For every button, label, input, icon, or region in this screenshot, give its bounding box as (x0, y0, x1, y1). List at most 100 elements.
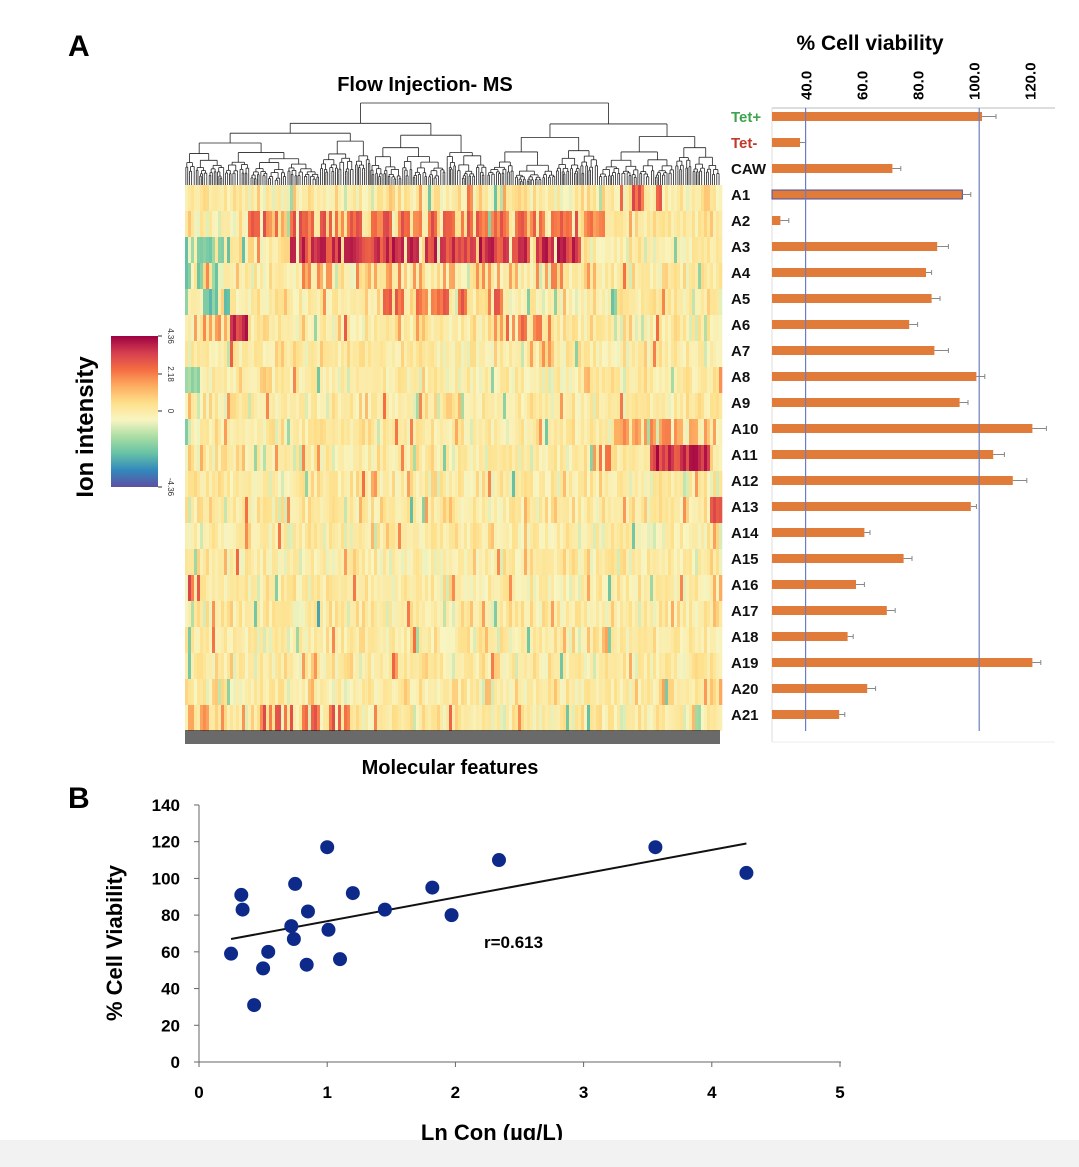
heatmap-cell (521, 653, 525, 679)
heatmap-cell (281, 419, 285, 445)
heatmap-cell (656, 341, 660, 367)
heatmap-cell (197, 263, 201, 289)
heatmap-cell (218, 445, 222, 471)
heatmap-cell (545, 523, 549, 549)
heatmap-cell (311, 367, 315, 393)
heatmap-cell (296, 471, 300, 497)
heatmap-cell (302, 315, 306, 341)
heatmap-cell (212, 419, 216, 445)
heatmap-cell (461, 549, 465, 575)
heatmap-cell (215, 705, 219, 731)
heatmap-cell (221, 679, 225, 705)
heatmap-cell (566, 549, 570, 575)
heatmap-cell (398, 627, 402, 653)
heatmap-cell (623, 237, 627, 263)
heatmap-cell (521, 627, 525, 653)
heatmap-cell (371, 601, 375, 627)
heatmap-cell (437, 341, 441, 367)
heatmap-cell (593, 263, 597, 289)
heatmap-cell (425, 315, 429, 341)
heatmap-cell (707, 367, 711, 393)
heatmap-cell (542, 575, 546, 601)
heatmap-cell (275, 549, 279, 575)
heatmap-cell (500, 367, 504, 393)
heatmap-cell (386, 263, 390, 289)
heatmap-cell (575, 549, 579, 575)
heatmap-cell (284, 471, 288, 497)
heatmap-cell (368, 445, 372, 471)
heatmap-cell (347, 705, 351, 731)
heatmap-cell (317, 419, 321, 445)
heatmap-cell (395, 263, 399, 289)
heatmap-cell (638, 419, 642, 445)
heatmap-cell (362, 705, 366, 731)
heatmap-cell (479, 601, 483, 627)
heatmap-cell (329, 445, 333, 471)
heatmap-cell (554, 601, 558, 627)
heatmap-cell (710, 185, 714, 211)
heatmap-cell (506, 601, 510, 627)
heatmap-cell (359, 549, 363, 575)
heatmap-cell (236, 367, 240, 393)
heatmap-cell (224, 471, 228, 497)
heatmap-cell (653, 445, 657, 471)
heatmap-cell (482, 419, 486, 445)
heatmap-cell (215, 367, 219, 393)
heatmap-cell (476, 263, 480, 289)
heatmap-cell (293, 679, 297, 705)
heatmap-cell (212, 341, 216, 367)
heatmap-cell (479, 445, 483, 471)
heatmap-cell (218, 549, 222, 575)
heatmap-cell (278, 445, 282, 471)
heatmap-cell (437, 419, 441, 445)
heatmap-cell (461, 601, 465, 627)
heatmap-cell (626, 237, 630, 263)
heatmap-cell (323, 523, 327, 549)
heatmap-cell (620, 471, 624, 497)
heatmap-cell (710, 367, 714, 393)
heatmap-cell (320, 601, 324, 627)
heatmap-cell (302, 289, 306, 315)
heatmap-cell (395, 549, 399, 575)
heatmap-cell (428, 289, 432, 315)
heatmap-cell (425, 653, 429, 679)
heatmap-cell (443, 341, 447, 367)
heatmap-cell (632, 679, 636, 705)
heatmap-cell (239, 679, 243, 705)
heatmap-cell (206, 263, 210, 289)
heatmap-cell (458, 237, 462, 263)
heatmap-cell (458, 653, 462, 679)
heatmap-cell (719, 185, 723, 211)
heatmap-cell (350, 289, 354, 315)
heatmap-cell (563, 601, 567, 627)
heatmap-cell (563, 705, 567, 731)
heatmap-cell (224, 497, 228, 523)
heatmap-cell (188, 601, 192, 627)
heatmap-cell (410, 367, 414, 393)
heatmap-cell (341, 367, 345, 393)
heatmap-cell (524, 575, 528, 601)
heatmap-cell (191, 627, 195, 653)
heatmap-cell (572, 185, 576, 211)
heatmap-cell (497, 315, 501, 341)
heatmap-cell (314, 549, 318, 575)
heatmap-cell (203, 601, 207, 627)
heatmap-cell (392, 523, 396, 549)
heatmap-cell (248, 627, 252, 653)
heatmap-cell (461, 653, 465, 679)
heatmap-cell (230, 289, 234, 315)
heatmap-cell (233, 601, 237, 627)
heatmap-cell (626, 679, 630, 705)
heatmap-cell (353, 185, 357, 211)
heatmap-cell (425, 601, 429, 627)
heatmap-cell (398, 185, 402, 211)
heatmap-cell (701, 393, 705, 419)
heatmap-cell (344, 549, 348, 575)
heatmap-cell (398, 211, 402, 237)
heatmap-cell (449, 523, 453, 549)
heatmap-cell (707, 627, 711, 653)
heatmap-cell (632, 601, 636, 627)
heatmap-cell (305, 575, 309, 601)
heatmap-cell (548, 497, 552, 523)
heatmap-cell (617, 705, 621, 731)
